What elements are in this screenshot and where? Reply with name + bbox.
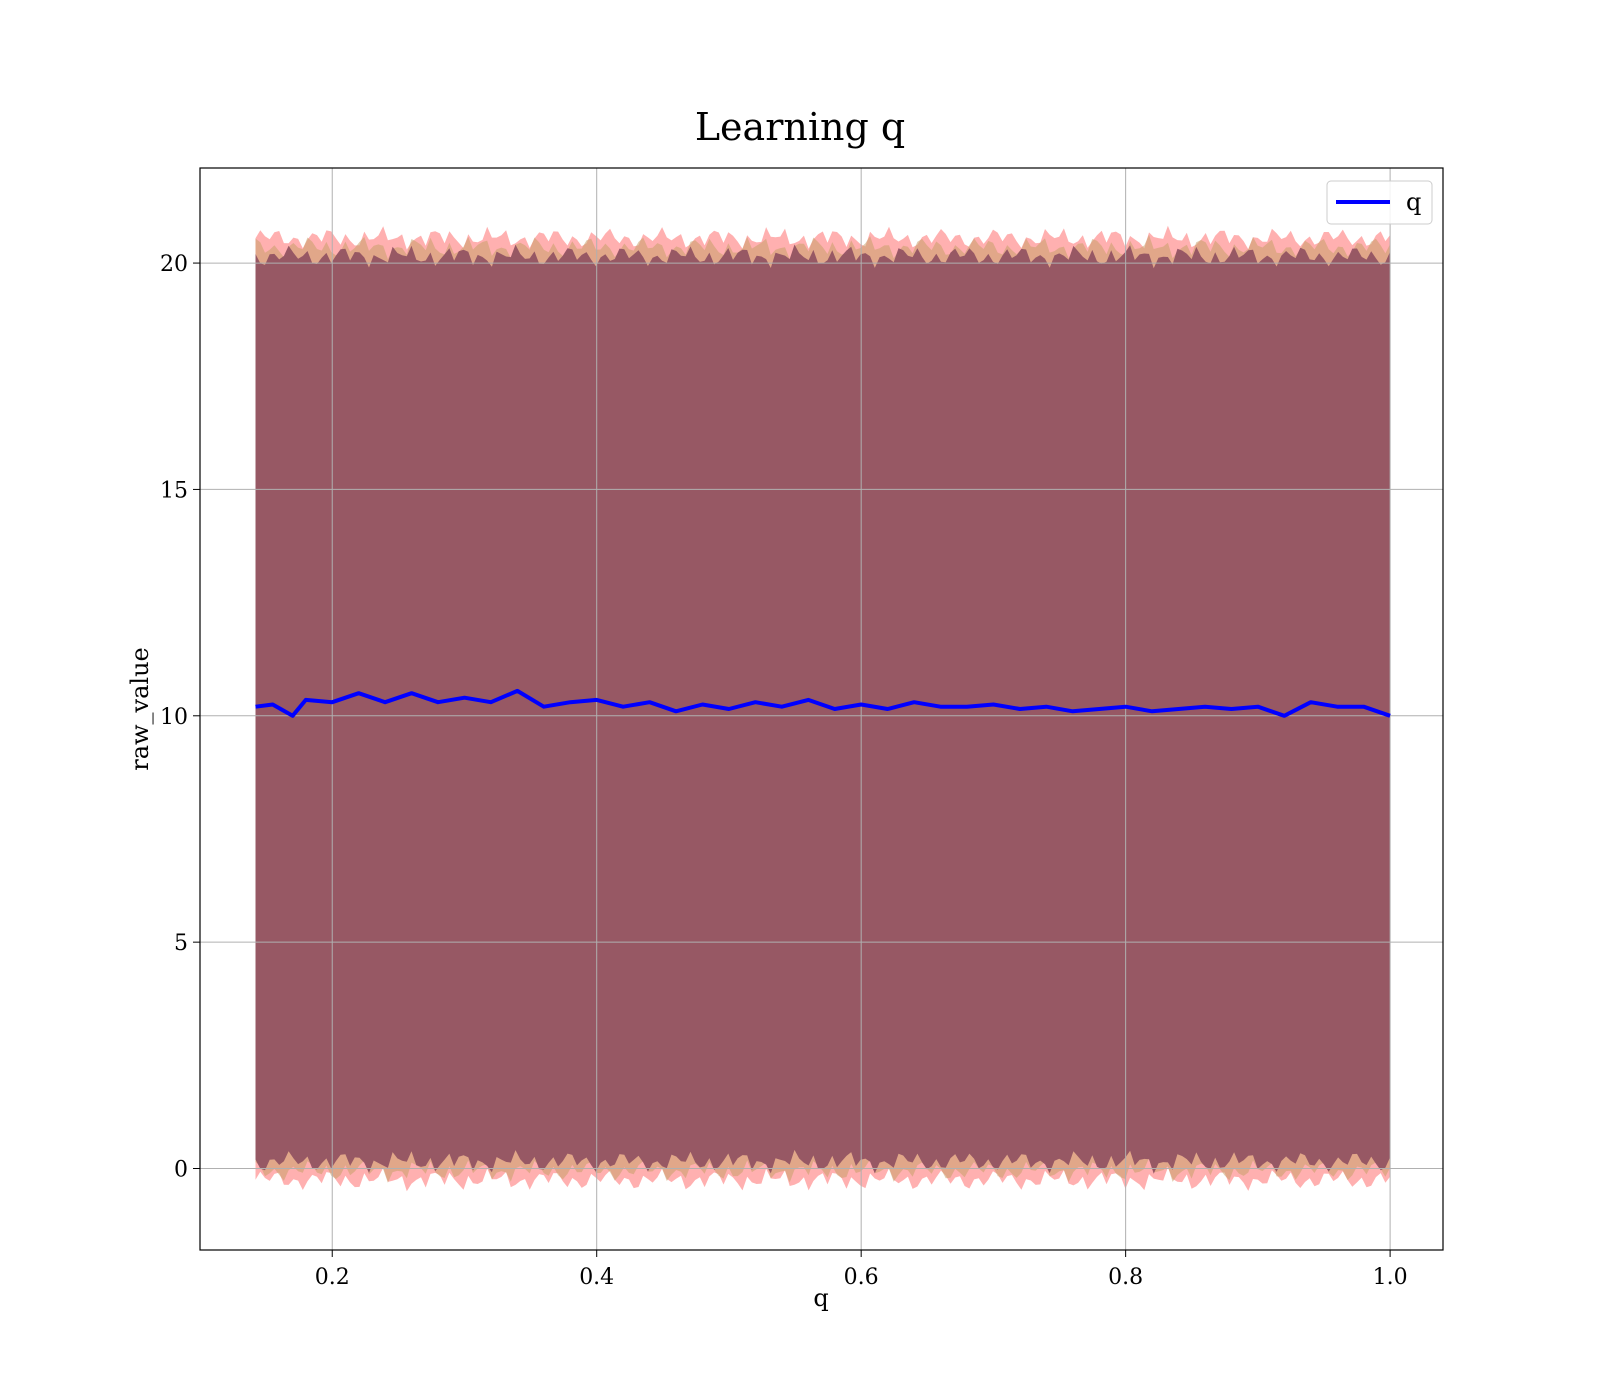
x-tick-label: 0.4 xyxy=(579,1265,614,1290)
x-tick-label: 1.0 xyxy=(1373,1265,1408,1290)
confidence-bands xyxy=(255,225,1391,1192)
x-tick-label: 0.8 xyxy=(1108,1265,1143,1290)
y-tick-label: 15 xyxy=(160,478,188,503)
x-axis-label: q xyxy=(813,1284,828,1312)
x-tick-label: 0.2 xyxy=(315,1265,350,1290)
legend: q xyxy=(1326,180,1433,225)
plot-frame xyxy=(199,167,1444,1251)
y-axis-ticks: 0 5 10 15 20 xyxy=(160,252,200,1183)
y-tick-label: 20 xyxy=(160,252,188,277)
series-lines xyxy=(255,688,1391,718)
y-tick-label: 5 xyxy=(174,931,188,956)
y-tick-label: 10 xyxy=(160,705,188,730)
x-axis-ticks: 0.2 0.4 0.6 0.8 1.0 xyxy=(315,1250,1408,1290)
grid xyxy=(200,168,1443,1250)
series-line-q xyxy=(255,688,1391,718)
chart-title: Learning q xyxy=(695,105,905,149)
band-inner xyxy=(255,244,1391,1174)
x-tick-label: 0.6 xyxy=(844,1265,879,1290)
y-tick-label: 0 xyxy=(174,1158,188,1183)
y-axis-label: raw_value xyxy=(126,647,154,771)
legend-label-q: q xyxy=(1406,188,1421,216)
